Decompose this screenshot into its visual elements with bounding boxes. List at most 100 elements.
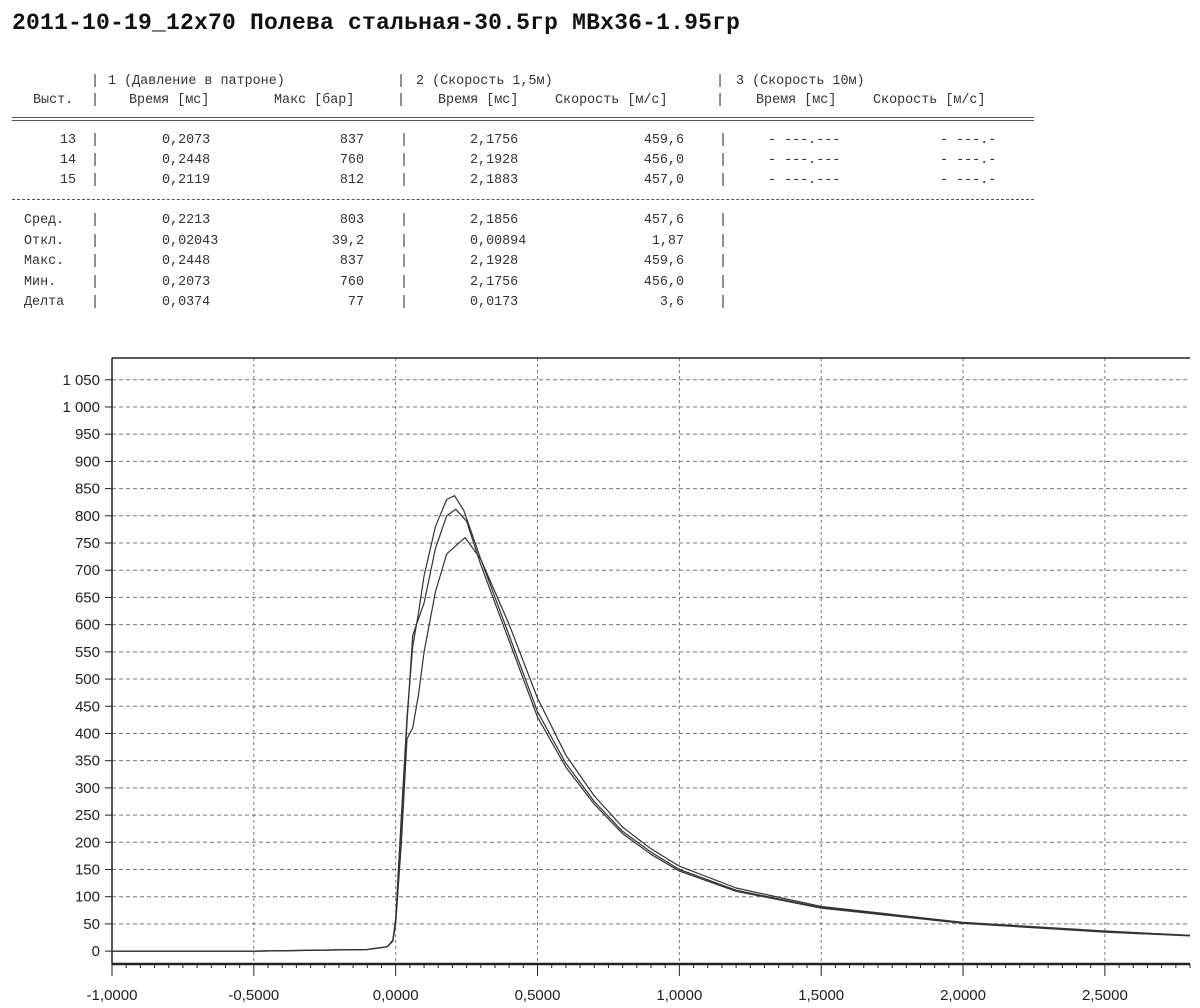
pressure-time-chart: 0 50 100 150 200 250 300 350 400 450 500 550 600 650 7… xyxy=(62,357,1191,1004)
x-tick-label: -0,5000 xyxy=(228,987,279,1004)
stat-label: Сред. xyxy=(24,213,65,228)
g1-max-value: 812 xyxy=(339,173,364,188)
y-tick-label: 200 xyxy=(75,834,100,851)
table-group-header-row: | 1 (Давление в патроне) | 2 (Скорость 1… xyxy=(0,72,1200,92)
stats-row: Делта | 0,0374 77 | 0,0173 3,6 | xyxy=(0,293,1200,313)
chart-axes xyxy=(105,357,1191,976)
y-tick-label: 600 xyxy=(75,617,100,634)
y-tick-label: 150 xyxy=(75,861,100,878)
stat-label: Делта xyxy=(24,295,65,310)
y-tick-label: 700 xyxy=(75,562,100,579)
table-row: 15 | 0,2119 812 | 2,1883 457,0 | - ---.--- - ---.… xyxy=(0,171,1200,191)
g2-time-value: 2,1883 xyxy=(470,173,519,188)
table-row: 14 | 0,2448 760 | 2,1928 456,0 | - ---.--- - ---.… xyxy=(0,151,1200,171)
x-tick-label: -1,0000 xyxy=(87,987,138,1004)
g2-time-value: 2,1756 xyxy=(470,133,519,148)
y-tick-label: 750 xyxy=(75,535,100,552)
y-tick-label: 800 xyxy=(75,508,100,525)
x-tick-label: 2,0000 xyxy=(940,987,986,1004)
col-header-g1-time: Время [мс] xyxy=(129,93,210,108)
g1-max-value: 39,2 xyxy=(331,233,364,249)
g1-time-value: 0,2119 xyxy=(162,173,211,188)
g3-time-value: - ---.--- xyxy=(768,153,841,168)
g2-speed-value: 3,6 xyxy=(659,295,684,310)
series-line-3 xyxy=(112,508,1191,952)
table-header-divider xyxy=(12,117,1034,118)
g1-time-value: 0,2073 xyxy=(162,274,211,290)
g1-max-value: 77 xyxy=(347,295,364,310)
col-header-g3-time: Время [мс] xyxy=(756,93,837,108)
g2-speed-value: 459,6 xyxy=(643,133,684,148)
g1-time-value: 0,2073 xyxy=(162,133,211,148)
col-header-shot: Выст. xyxy=(33,93,74,108)
y-tick-label: 850 xyxy=(75,481,100,498)
g1-time-value: 0,2213 xyxy=(162,213,211,228)
chart-grid xyxy=(112,358,1190,962)
g3-speed-value: - ---.- xyxy=(940,153,997,168)
series-line-2 xyxy=(112,537,1191,952)
stat-label: Откл. xyxy=(24,233,65,249)
y-tick-label: 300 xyxy=(75,780,100,797)
table-stats-divider xyxy=(12,199,1034,200)
shot-number: 15 xyxy=(59,173,76,188)
g2-speed-value: 459,6 xyxy=(643,254,684,269)
group-header-speed-10m: 3 (Скорость 10м) xyxy=(736,74,865,89)
g2-time-value: 2,1856 xyxy=(470,213,519,228)
shot-number: 13 xyxy=(59,133,76,148)
g2-speed-value: 457,6 xyxy=(643,213,684,228)
y-tick-label: 0 xyxy=(92,943,100,960)
g1-time-value: 0,2448 xyxy=(162,153,211,168)
y-tick-labels: 0 50 100 150 200 250 300 350 400 450 500 550 600 650 7… xyxy=(62,372,100,960)
g1-max-value: 760 xyxy=(339,274,364,290)
y-tick-label: 900 xyxy=(75,453,100,470)
y-tick-label: 50 xyxy=(83,916,100,933)
stat-label: Макс. xyxy=(24,254,65,269)
g1-max-value: 837 xyxy=(339,254,364,269)
g3-speed-value: - ---.- xyxy=(940,133,997,148)
y-tick-label: 1 000 xyxy=(62,399,100,416)
stats-row: Мин. | 0,2073 760 | 2,1756 456,0 | xyxy=(0,273,1200,293)
g1-max-value: 803 xyxy=(339,213,364,228)
g2-time-value: 2,1756 xyxy=(470,274,519,290)
g3-time-value: - ---.--- xyxy=(768,133,841,148)
g1-time-value: 0,0374 xyxy=(162,295,211,310)
g2-time-value: 2,1928 xyxy=(470,153,519,168)
g2-time-value: 0,00894 xyxy=(470,233,527,249)
col-header-g1-max: Макс [бар] xyxy=(274,93,355,108)
stats-row: Сред. | 0,2213 803 | 2,1856 457,6 | xyxy=(0,211,1200,231)
g1-max-value: 837 xyxy=(339,133,364,148)
stats-row: Макс. | 0,2448 837 | 2,1928 459,6 | xyxy=(0,252,1200,272)
col-header-g2-time: Время [мс] xyxy=(438,93,519,108)
y-tick-label: 450 xyxy=(75,698,100,715)
shot-number: 14 xyxy=(59,153,76,168)
g2-speed-value: 457,0 xyxy=(643,173,684,188)
y-tick-label: 650 xyxy=(75,589,100,606)
group-header-speed-1-5m: 2 (Скорость 1,5м) xyxy=(416,74,553,89)
y-tick-label: 550 xyxy=(75,644,100,661)
g2-time-value: 0,0173 xyxy=(470,295,519,310)
g2-speed-value: 456,0 xyxy=(643,274,684,290)
y-tick-label: 1 050 xyxy=(62,372,100,389)
y-tick-label: 100 xyxy=(75,889,100,906)
g1-time-value: 0,2448 xyxy=(162,254,211,269)
stats-row: Откл. | 0,02043 39,2 | 0,00894 1,87 | xyxy=(0,232,1200,252)
table-row: 13 | 0,2073 837 | 2,1756 459,6 | - ---.--- - ---.… xyxy=(0,131,1200,151)
g1-time-value: 0,02043 xyxy=(162,233,219,249)
g1-max-value: 760 xyxy=(339,153,364,168)
x-tick-label: 2,5000 xyxy=(1082,987,1128,1004)
x-tick-labels: -1,0000 -0,5000 0,0000 0,5000 1,0000 1,5000 2,… xyxy=(87,987,1128,1004)
y-tick-label: 250 xyxy=(75,807,100,824)
y-tick-label: 400 xyxy=(75,725,100,742)
g3-speed-value: - ---.- xyxy=(940,173,997,188)
x-tick-label: 0,0000 xyxy=(373,987,419,1004)
g3-time-value: - ---.--- xyxy=(768,173,841,188)
x-tick-label: 0,5000 xyxy=(515,987,561,1004)
stat-label: Мин. xyxy=(24,274,57,290)
series-line-1 xyxy=(112,495,1191,952)
table-header-divider-2 xyxy=(12,120,1034,121)
table-column-header-row: Выст. | Время [мс] Макс [бар] | Время [м… xyxy=(0,91,1200,111)
group-header-pressure: 1 (Давление в патроне) xyxy=(108,74,285,89)
x-tick-label: 1,5000 xyxy=(798,987,844,1004)
y-tick-label: 950 xyxy=(75,426,100,443)
page-title: 2011-10-19_12x70 Полева стальная-30.5гр … xyxy=(12,10,741,36)
